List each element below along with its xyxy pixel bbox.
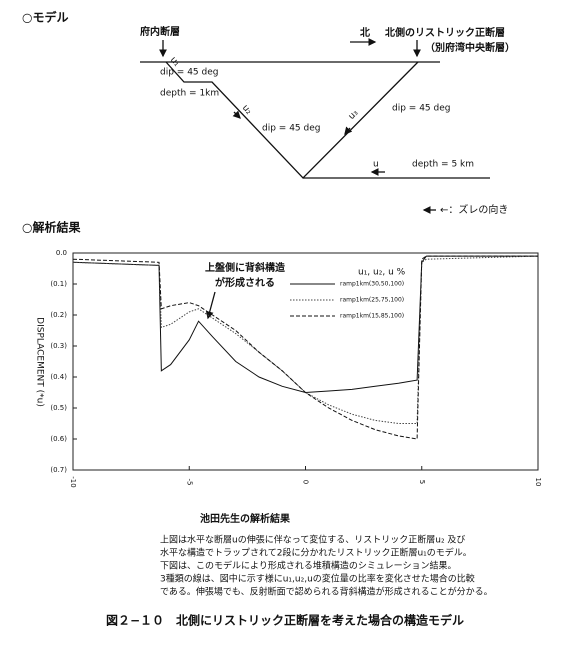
label: depth = 1km [160,89,219,99]
caption-line: である。伸張場でも、反射断面で認められる背斜構造が形成されることが分かる。 [160,586,493,598]
annotation: 上盤側に背斜構造 [205,261,286,274]
legend-label: ramp1km(25,75,100) [340,297,404,304]
label: u [373,160,379,170]
model-diagram [140,38,490,214]
label: depth = 5 km [412,160,474,170]
legend-title: u₁, u₂, u % [358,268,406,278]
x-tick-label: 0 [302,480,310,484]
label: 北 [360,26,370,39]
legend: ←：ズレの向き [440,203,508,216]
label: dip = 45 deg [262,124,320,134]
arrow [205,291,216,320]
series-line [72,255,538,440]
legend-label: ramp1km(15,85,100) [340,313,404,320]
caption-line: 3種類の線は、図中に示す様にu₁,u₂,uの変位量の比率を変化させた場合の比較 [160,573,475,585]
legend-label: ramp1km(30,50,100) [340,281,404,288]
y-axis-label: DISPLACEMENT (*u) [35,317,45,407]
caption-line: 水平な構造でトラップされて2段に分かれたリストリック正断層u₁のモデル。 [160,547,472,559]
label: u₂ [240,103,254,117]
caption-line: 上図は水平な断層uの伸張に伴なって変位する、リストリック正断層u₂ 及び [160,534,465,546]
label: 府内断層 [140,25,180,38]
figure-title: 図２−１０ 北側にリストリック正断層を考えた場合の構造モデル [106,613,464,628]
y-tick-label: (0.3) [50,342,67,350]
caption-line: 下図は、このモデルにより形成される堆積構造のシミュレーション結果。 [160,560,456,572]
x-tick-label: -10 [69,476,77,487]
arrow [344,126,353,135]
label: 北側のリストリック正断層 [385,26,505,39]
y-tick-label: (0.7) [50,466,67,474]
label: u₃ [347,108,361,122]
plot-frame [72,252,539,471]
y-tick-label: (0.2) [50,311,67,319]
x-tick-label: -5 [185,479,193,486]
heading: ○モデル [22,10,68,25]
label: dip = 45 deg [392,104,450,114]
fault [165,61,419,179]
y-tick-label: (0.5) [50,404,67,412]
label: （別府湾中央断層） [425,41,515,54]
annotation: が形成される [215,276,275,289]
y-tick-label: (0.1) [50,280,67,288]
heading: ○解析結果 [22,220,80,235]
x-tick-label: 5 [418,480,426,484]
series-line [72,255,539,424]
y-tick-label: (0.4) [50,373,67,381]
y-tick-label: 0.0 [56,249,67,257]
x-tick-label: 10 [534,478,542,487]
y-tick-label: (0.6) [50,435,67,443]
arrow [232,110,241,119]
label: dip = 45 deg [160,68,218,78]
series-line [72,255,538,394]
caption-source: 池田先生の解析結果 [200,512,291,525]
